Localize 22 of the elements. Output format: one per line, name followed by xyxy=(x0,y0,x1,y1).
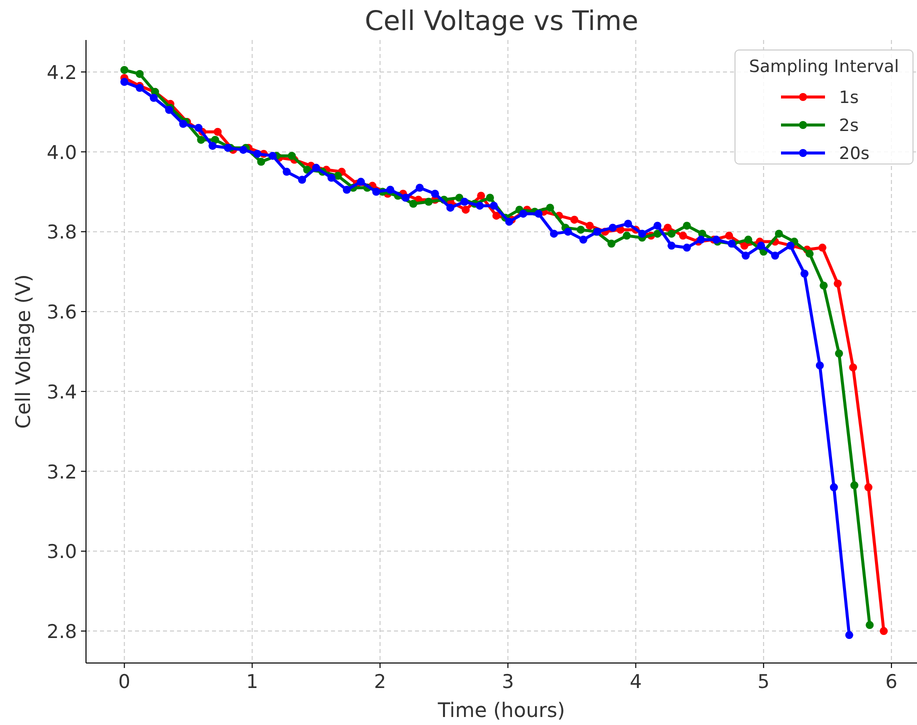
chart-title: Cell Voltage vs Time xyxy=(364,6,638,37)
y-tick-label: 3.0 xyxy=(46,541,77,564)
x-tick-label: 3 xyxy=(502,671,514,693)
x-tick-label: 4 xyxy=(630,671,642,693)
y-axis-title: Cell Voltage (V) xyxy=(11,274,35,429)
legend-title: Sampling Interval xyxy=(748,57,900,77)
y-tick-label: 3.8 xyxy=(46,222,77,244)
y-tick-label: 3.4 xyxy=(46,381,77,404)
x-tick-label: 0 xyxy=(118,671,130,693)
legend-label: 1s xyxy=(839,88,859,108)
y-tick-label: 2.8 xyxy=(46,621,77,644)
x-tick-label: 5 xyxy=(758,671,770,693)
y-tick-label: 4.2 xyxy=(46,62,77,84)
y-tick-label: 3.2 xyxy=(46,461,77,484)
x-tick-label: 2 xyxy=(374,671,386,693)
y-tick-label: 4.0 xyxy=(46,142,77,164)
x-tick-label: 6 xyxy=(885,671,898,693)
legend-label: 20s xyxy=(839,144,870,164)
legend-label: 2s xyxy=(839,116,859,136)
x-tick-label: 1 xyxy=(246,671,258,693)
x-axis-title: Time (hours) xyxy=(436,698,566,722)
y-tick-label: 3.6 xyxy=(46,302,77,324)
